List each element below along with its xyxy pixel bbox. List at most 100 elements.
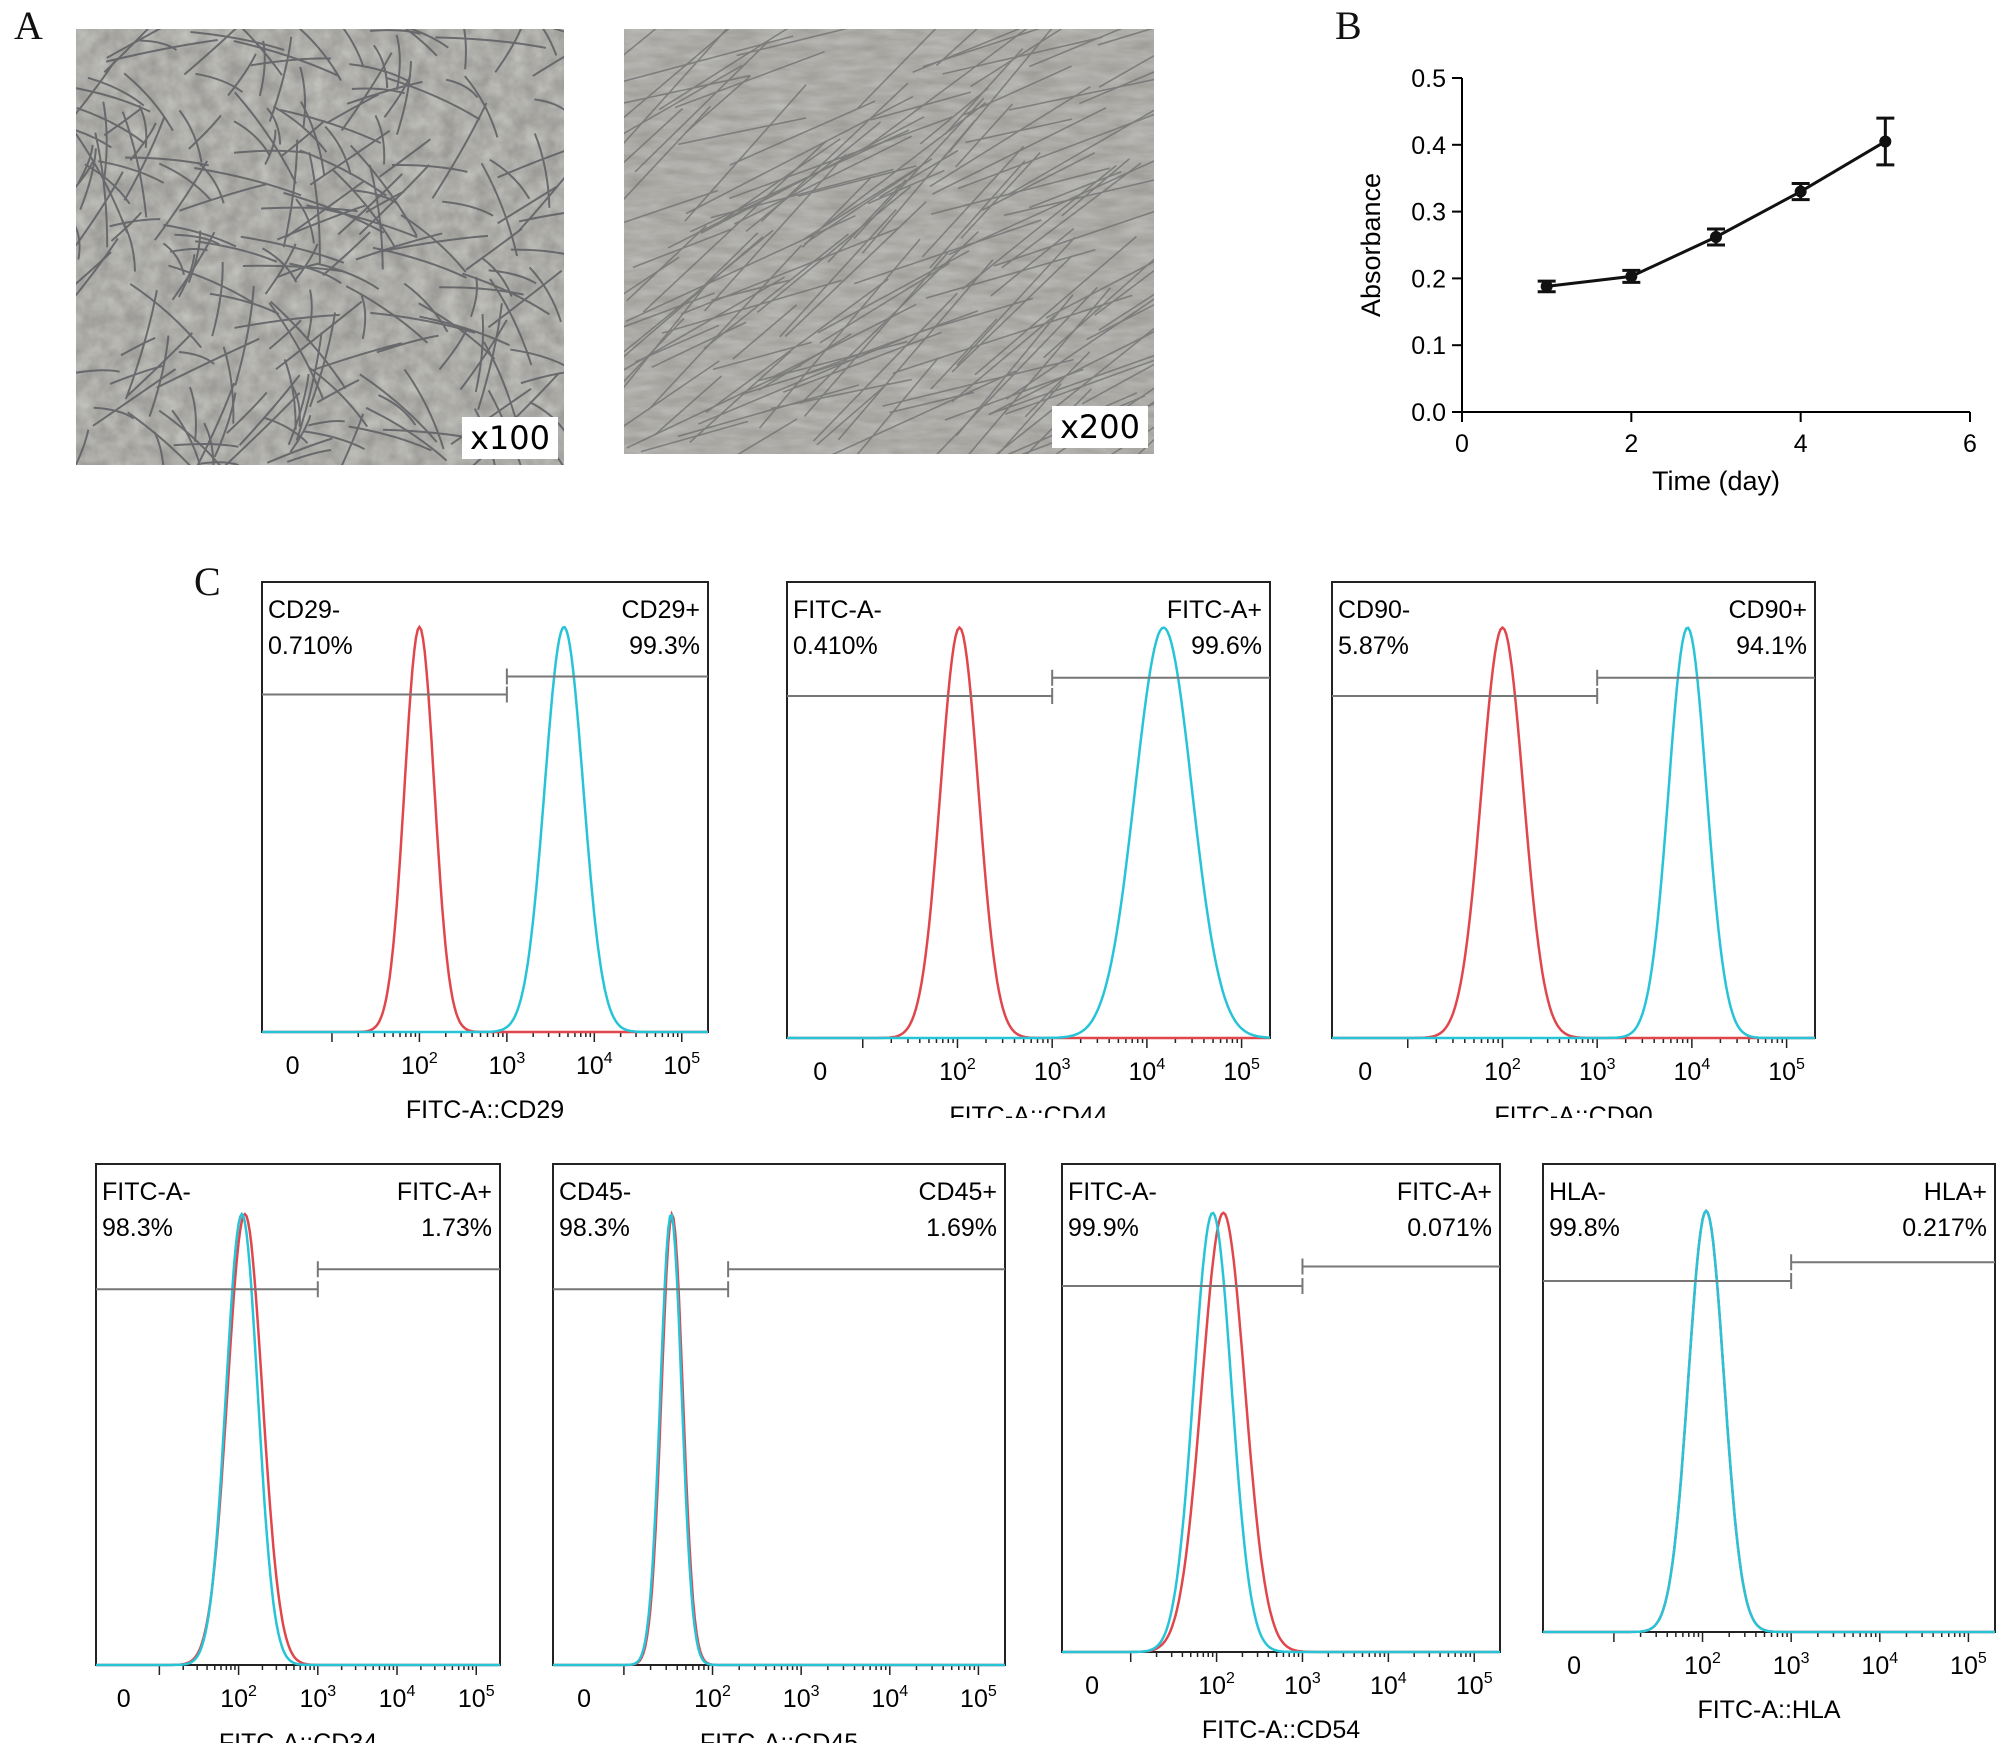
cell-stroke	[974, 235, 1137, 376]
cell-stroke	[1098, 293, 1154, 331]
cell-stroke	[92, 368, 177, 427]
positive-gate-label: FITC-A+	[1397, 1178, 1492, 1206]
tick-exponent: 5	[1484, 1670, 1493, 1687]
cell-stroke	[942, 36, 1103, 75]
data-point	[1540, 280, 1553, 293]
sample-histogram	[96, 1211, 500, 1667]
cell-stroke	[488, 269, 537, 285]
cell-stroke	[76, 87, 151, 113]
cell-stroke	[770, 378, 913, 410]
cell-stroke	[520, 371, 564, 385]
cell-stroke	[358, 164, 430, 236]
series-line	[1546, 140, 1887, 288]
cell-stroke	[779, 208, 897, 338]
cell-stroke	[790, 310, 979, 381]
cell-stroke	[990, 228, 1075, 297]
cell-stroke	[736, 29, 849, 57]
x-tick-label: 105	[1456, 1670, 1493, 1700]
cell-stroke	[87, 76, 145, 107]
micrograph-x200: x200	[624, 29, 1154, 454]
negative-gate-percent: 98.3%	[102, 1214, 173, 1242]
cell-stroke	[857, 29, 937, 109]
cell-stroke	[970, 29, 1063, 88]
cell-stroke	[826, 102, 987, 225]
cell-stroke	[365, 190, 405, 214]
cell-stroke	[289, 262, 342, 285]
cell-stroke	[222, 346, 235, 424]
cell-stroke	[346, 80, 423, 105]
cell-stroke	[195, 72, 244, 93]
cell-stroke	[1008, 109, 1154, 195]
x-axis-title: FITC-A::CD29	[406, 1096, 564, 1118]
cell-stroke	[264, 129, 277, 165]
cell-stroke	[518, 176, 564, 232]
x-tick-label: 104	[1861, 1650, 1898, 1680]
tick-exponent: 3	[516, 1050, 525, 1067]
x-tick-label: 103	[1034, 1056, 1071, 1086]
positive-gate-percent: 1.73%	[421, 1214, 492, 1242]
cell-stroke	[624, 29, 657, 56]
tick-exponent: 3	[1607, 1056, 1616, 1073]
cell-stroke	[213, 392, 237, 458]
cell-stroke	[233, 149, 307, 154]
cell-stroke	[803, 251, 949, 417]
cell-stroke	[624, 256, 680, 295]
cell-stroke	[1045, 260, 1154, 319]
cell-stroke	[756, 185, 912, 314]
cell-stroke	[383, 74, 412, 118]
cell-stroke	[542, 29, 558, 56]
cell-stroke	[698, 336, 908, 425]
cell-stroke	[174, 233, 220, 246]
cell-stroke	[403, 368, 445, 450]
negative-gate-label: CD29-	[268, 596, 340, 624]
cell-stroke	[395, 61, 412, 136]
magnification-label: x200	[1051, 406, 1148, 448]
cell-stroke	[1024, 351, 1091, 418]
cell-stroke	[624, 29, 730, 119]
cell-stroke	[981, 152, 1096, 212]
cell-stroke	[552, 29, 564, 33]
cell-stroke	[178, 350, 215, 365]
cell-stroke	[76, 171, 124, 247]
cell-stroke	[680, 226, 901, 315]
tick-exponent: 5	[486, 1683, 495, 1700]
cell-stroke	[188, 114, 222, 150]
cell-stroke	[188, 386, 197, 442]
cell-stroke	[988, 330, 1154, 416]
cell-stroke	[955, 103, 1014, 168]
isotype-histogram	[1543, 1208, 1995, 1634]
x-tick-label: 103	[1284, 1670, 1321, 1700]
cell-stroke	[293, 243, 319, 282]
cell-stroke	[867, 169, 945, 205]
tick-exponent: 3	[811, 1683, 820, 1700]
cell-stroke	[930, 167, 1110, 215]
cell-stroke	[242, 264, 342, 273]
cell-stroke	[308, 420, 345, 427]
negative-gate-percent: 99.9%	[1068, 1214, 1139, 1242]
cell-stroke	[268, 319, 302, 350]
x-tick-label: 104	[871, 1683, 908, 1713]
cell-stroke	[109, 218, 161, 228]
cell-stroke	[1081, 363, 1154, 405]
cell-stroke	[280, 119, 326, 158]
cell-stroke	[93, 406, 135, 420]
cell-stroke	[534, 98, 564, 111]
cell-stroke	[163, 223, 237, 248]
cell-stroke	[209, 292, 280, 315]
cell-stroke	[337, 173, 404, 236]
cell-stroke	[929, 85, 1091, 188]
cell-stroke	[529, 401, 564, 432]
cell-stroke	[960, 152, 1041, 239]
cell-stroke	[716, 138, 841, 225]
cell-stroke	[260, 206, 358, 213]
data-point	[1625, 270, 1638, 283]
cell-stroke	[286, 449, 332, 463]
positive-gate-percent: 0.071%	[1407, 1214, 1492, 1242]
negative-gate-percent: 5.87%	[1338, 632, 1409, 660]
tick-exponent: 5	[1251, 1056, 1260, 1073]
positive-gate-label: CD45+	[918, 1178, 997, 1206]
cell-stroke	[745, 121, 882, 233]
cell-stroke	[489, 278, 533, 366]
cell-stroke	[465, 227, 523, 271]
